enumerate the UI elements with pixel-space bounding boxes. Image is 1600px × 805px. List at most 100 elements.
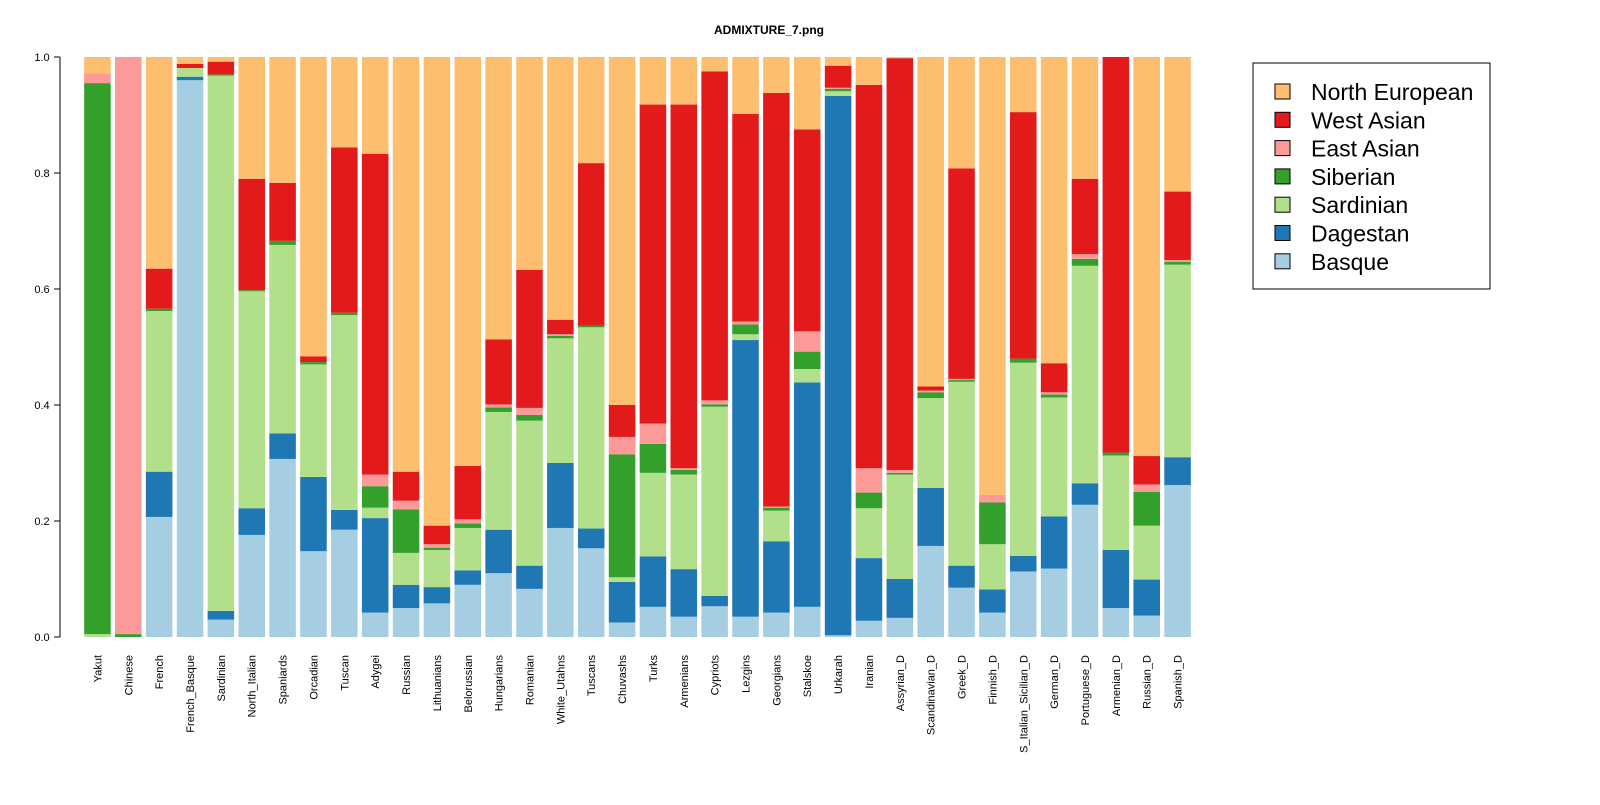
bar-segment (701, 404, 728, 407)
bar-segment (84, 634, 111, 637)
bar-segment (824, 95, 852, 636)
bar-segment (824, 91, 852, 96)
bar-segment (300, 356, 327, 363)
bar-segment (547, 57, 574, 320)
bar-segment (793, 351, 821, 370)
bar-segment (1071, 57, 1099, 179)
bar-segment (824, 88, 852, 92)
bar-segment (732, 340, 759, 617)
bar-segment (485, 339, 512, 405)
bar-segment (423, 57, 451, 526)
bar-segment (331, 529, 358, 637)
bar-segment (207, 57, 235, 62)
bar-segment (145, 516, 173, 637)
bar-segment (300, 364, 327, 477)
bar-segment (331, 315, 358, 510)
x-tick-label: North_Italian (247, 655, 259, 717)
bar-segment (948, 587, 975, 637)
bar-segment (763, 541, 790, 613)
bar-segment (516, 407, 543, 415)
chart-title: ADMIXTURE_7.png (714, 23, 824, 37)
bar-segment (485, 407, 512, 412)
x-tick-label: Yakut (92, 655, 104, 682)
bar-segment (392, 552, 420, 585)
bar-segment (361, 518, 389, 613)
x-tick-label: Greek_D (957, 655, 969, 699)
bar-segment (639, 57, 667, 105)
bar-segment (1071, 258, 1099, 266)
bar-segment (1009, 362, 1037, 556)
y-tick-label: 0.4 (34, 400, 49, 412)
bar-segment (269, 458, 296, 637)
bar-segment (732, 113, 759, 322)
bar-segment (145, 308, 173, 312)
bar-segment (1102, 455, 1130, 550)
x-tick-label: Finnish_D (987, 655, 999, 705)
bar-segment (763, 507, 790, 511)
bar-segment (948, 380, 975, 382)
bar-segment (423, 544, 451, 548)
bar-segment (392, 509, 420, 553)
y-tick-label: 0.0 (34, 632, 49, 644)
legend-swatch (1274, 253, 1291, 270)
bar-segment (855, 468, 883, 493)
bar-segment (516, 414, 543, 421)
bar-segment (331, 312, 358, 316)
x-tick-label: Hungarians (494, 655, 506, 712)
bar-segment (300, 476, 327, 552)
bar-segment (1040, 394, 1068, 398)
x-tick-label: Orcadian (308, 655, 320, 700)
bar-segment (176, 80, 204, 637)
bar-segment (1071, 483, 1099, 505)
bar-segment (176, 63, 204, 69)
bar-segment (979, 589, 1006, 613)
bar-segment (1009, 358, 1037, 363)
bar-segment (238, 291, 266, 509)
bar-segment (1009, 57, 1037, 113)
bar-segment (84, 83, 111, 635)
bar-segment (392, 584, 420, 608)
bar-segment (608, 581, 636, 623)
bar-segment (763, 506, 790, 508)
bar-segment (917, 398, 944, 488)
x-tick-label: Tuscan (339, 655, 351, 691)
bar-segment (670, 469, 698, 475)
bar-segment (824, 57, 852, 66)
bar-segment (84, 73, 111, 84)
bar-segment (855, 492, 883, 509)
bar-segment (1040, 392, 1068, 395)
legend-label: Basque (1311, 249, 1389, 275)
bar-segment (1164, 457, 1191, 486)
bar-segment (948, 378, 975, 381)
bar-segment (331, 147, 358, 313)
bar-segment (824, 65, 852, 88)
bar-segment (1102, 550, 1130, 608)
y-tick-label: 0.8 (34, 168, 49, 180)
bar-segment (979, 612, 1006, 637)
bar-segment (608, 405, 636, 437)
bar-segment (855, 558, 883, 621)
bar-segment (516, 269, 543, 408)
bar-segment (269, 57, 296, 183)
bar-segment (1133, 456, 1160, 485)
bar-segment (423, 587, 451, 604)
legend-swatch (1274, 168, 1291, 185)
y-tick-label: 0.6 (34, 284, 49, 296)
bar-segment (1133, 484, 1160, 492)
bar-segment (145, 57, 173, 269)
bar-segment (1102, 452, 1130, 456)
bar-segment (207, 75, 235, 611)
bar-segment (608, 57, 636, 405)
bar-segment (1040, 568, 1068, 637)
x-tick-label: Adygei (370, 655, 382, 689)
bar-segment (1040, 363, 1068, 393)
bar-segment (886, 472, 914, 475)
bar-segment (1009, 571, 1037, 637)
bar-segment (516, 57, 543, 270)
x-tick-label: Belorussian (463, 655, 475, 712)
bar-segment (639, 606, 667, 637)
legend-label: Siberian (1311, 164, 1395, 190)
bar-segment (84, 57, 111, 74)
bar-segment (917, 392, 944, 399)
